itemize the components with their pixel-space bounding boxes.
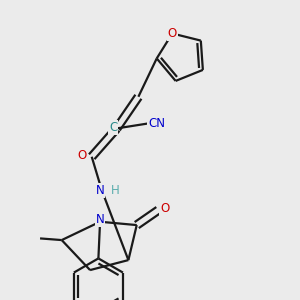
- Text: CN: CN: [148, 117, 165, 130]
- Text: C: C: [109, 121, 118, 134]
- Text: O: O: [78, 148, 87, 162]
- Text: H: H: [111, 184, 120, 196]
- Text: N: N: [96, 213, 104, 226]
- Text: N: N: [96, 184, 104, 196]
- Text: O: O: [160, 202, 170, 215]
- Text: O: O: [168, 27, 177, 40]
